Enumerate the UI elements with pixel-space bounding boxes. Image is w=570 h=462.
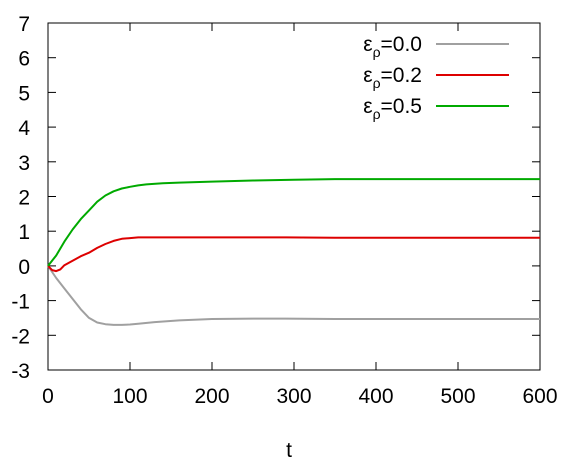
x-tick-label: 100 bbox=[112, 385, 147, 408]
x-tick-label: 0 bbox=[42, 385, 54, 408]
legend-label-2: ερ=0.5 bbox=[363, 95, 422, 122]
y-tick-label: 1 bbox=[18, 221, 30, 244]
legend: ερ=0.0 ερ=0.2 ερ=0.5 bbox=[363, 33, 509, 122]
y-tick-label: 3 bbox=[18, 152, 30, 175]
axis-tick-labels: 0 100 200 300 400 500 600 -3 -2 -1 0 1 2 3 4 5 6 7 bbox=[11, 13, 557, 408]
y-tick-label: 2 bbox=[18, 187, 30, 210]
y-tick-label: 0 bbox=[18, 256, 30, 279]
legend-label-1: ερ=0.2 bbox=[363, 64, 422, 91]
x-tick-label: 200 bbox=[194, 385, 229, 408]
y-tick-label: 4 bbox=[18, 117, 30, 140]
series-line-1 bbox=[47, 236, 540, 273]
y-tick-label: 6 bbox=[18, 48, 30, 71]
series-line-2 bbox=[47, 178, 540, 267]
series-lines bbox=[47, 178, 540, 326]
x-tick-label: 600 bbox=[522, 385, 557, 408]
legend-label-0: ερ=0.0 bbox=[363, 33, 422, 60]
y-tick-label: -3 bbox=[11, 360, 30, 383]
x-tick-label: 400 bbox=[358, 385, 393, 408]
y-tick-label: -1 bbox=[11, 291, 30, 314]
x-axis-label: t bbox=[286, 439, 292, 462]
x-tick-label: 300 bbox=[276, 385, 311, 408]
y-tick-label: 5 bbox=[18, 82, 30, 105]
y-tick-label: -2 bbox=[11, 325, 30, 348]
series-line-0 bbox=[47, 265, 540, 326]
y-tick-label: 7 bbox=[18, 13, 30, 36]
x-tick-label: 500 bbox=[440, 385, 475, 408]
axis-ticks bbox=[47, 22, 541, 371]
